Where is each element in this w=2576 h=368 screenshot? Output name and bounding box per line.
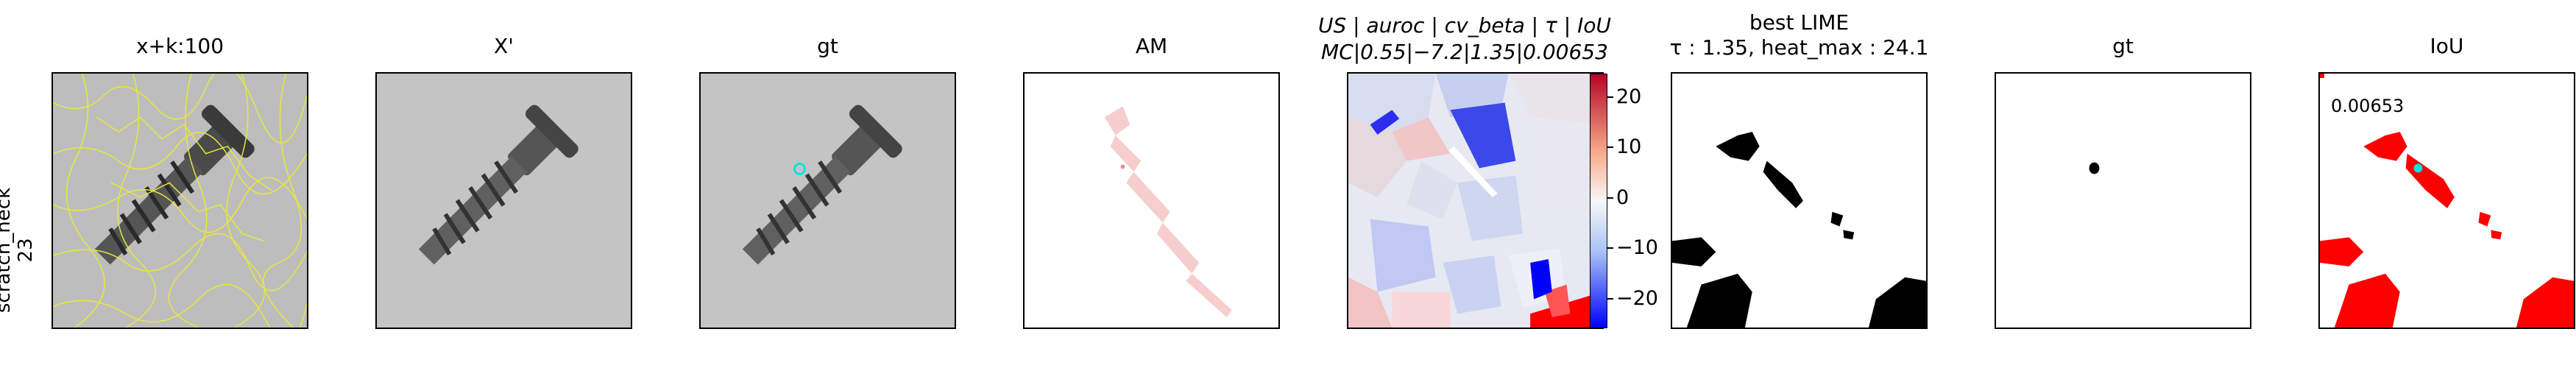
image-anomaly-map bbox=[1023, 72, 1280, 329]
image-iou: 0.00653 bbox=[2318, 72, 2575, 329]
colorbar-tick bbox=[1607, 298, 1613, 300]
colorbar-tick-label: −10 bbox=[1616, 236, 1658, 259]
segment-outlines bbox=[53, 74, 307, 328]
panel-title-xk: x+k:100 bbox=[135, 34, 224, 58]
panel-title-xprime: X' bbox=[494, 34, 514, 58]
image-us-heatmap bbox=[1347, 72, 1604, 329]
image-reconstruction bbox=[375, 72, 632, 329]
iou-value-annotation: 0.00653 bbox=[2331, 96, 2405, 116]
panel-title-gt: gt bbox=[817, 34, 838, 58]
panel-title-lime-line1: best LIME bbox=[1749, 10, 1850, 35]
panel-title-am: AM bbox=[1135, 34, 1168, 58]
colorbar-tick-label: 10 bbox=[1616, 135, 1642, 158]
image-best-lime bbox=[1671, 72, 1928, 329]
panel-title-lime-line2: τ : 1.35, heat_max : 24.1 bbox=[1669, 35, 1929, 60]
colorbar-tick bbox=[1607, 197, 1613, 199]
colorbar-tick-label: 0 bbox=[1616, 186, 1630, 209]
panel-title-us-line1: US | auroc | cv_beta | τ | IoU bbox=[1318, 13, 1611, 38]
segmented-image-svg bbox=[53, 74, 307, 328]
panel-title-gt-2: gt bbox=[2112, 34, 2134, 58]
gt-mask-svg bbox=[1996, 74, 2250, 328]
row-label-class: scratch_neck bbox=[0, 187, 15, 314]
colorbar-tick-label: −20 bbox=[1616, 287, 1658, 310]
us-heatmap-svg bbox=[1348, 74, 1602, 328]
row-label: scratch_neck 23 bbox=[0, 74, 37, 368]
image-gt-overlay bbox=[699, 72, 956, 329]
image-gt-mask bbox=[1995, 72, 2251, 329]
colorbar-tick bbox=[1607, 96, 1613, 98]
panel-title-iou: IoU bbox=[2430, 34, 2464, 58]
reconstruction-svg bbox=[377, 74, 631, 328]
best-lime-svg bbox=[1672, 74, 1926, 328]
gt-blob bbox=[2089, 162, 2100, 174]
gt-marker bbox=[793, 163, 806, 175]
colorbar-tick bbox=[1607, 247, 1613, 249]
colorbar-tick bbox=[1607, 146, 1613, 148]
gt-overlay-svg bbox=[701, 74, 955, 328]
image-segmented bbox=[52, 72, 308, 329]
anomaly-map-svg bbox=[1025, 74, 1278, 328]
iou-svg bbox=[2320, 74, 2574, 328]
colorbar bbox=[1590, 74, 1607, 328]
colorbar-tick-label: 20 bbox=[1616, 85, 1642, 108]
panel-title-us-line2: MC|0.55|−7.2|1.35|0.00653 bbox=[1321, 40, 1608, 64]
row-label-index: 23 bbox=[15, 238, 37, 263]
